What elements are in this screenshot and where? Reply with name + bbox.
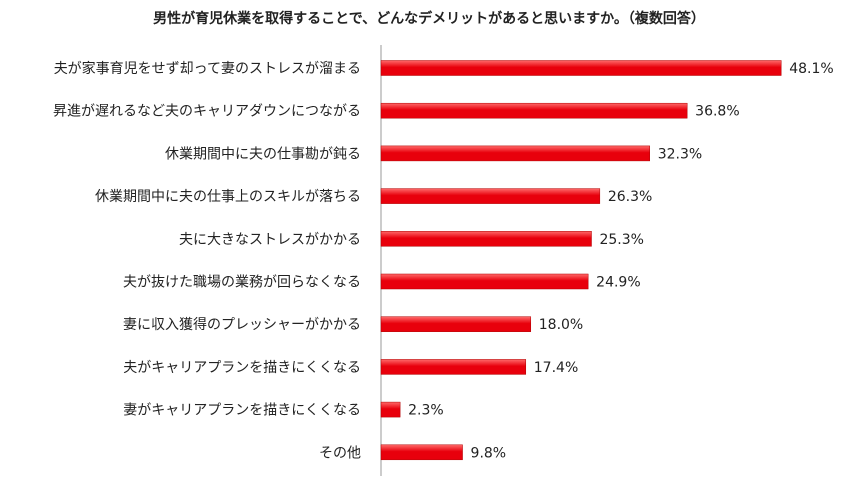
bar	[380, 60, 782, 76]
category-label: 休業期間中に夫の仕事上のスキルが落ちる	[95, 189, 361, 205]
category-label: 休業期間中に夫の仕事勘が鈍る	[165, 146, 361, 162]
bar	[380, 273, 589, 290]
category-label: 夫が抜けた職場の業務が回らなくなる	[123, 275, 361, 291]
bar	[380, 231, 592, 247]
category-label: 夫に大きなストレスがかかる	[179, 232, 361, 248]
bar	[380, 188, 601, 204]
value-label: 2.3%	[408, 403, 444, 419]
value-label: 25.3%	[599, 232, 643, 248]
category-label: 夫が家事育児をせず却って妻のストレスが溜まる	[54, 60, 361, 77]
bar	[380, 444, 463, 461]
chart-title: 男性が育児休業を取得することで、どんなデメリットがあると思いますか。（複数回答）	[153, 11, 705, 27]
bar	[380, 359, 527, 375]
bar	[380, 316, 532, 332]
category-label: その他	[319, 445, 361, 461]
value-label: 32.3%	[658, 146, 702, 162]
value-label: 9.8%	[471, 445, 507, 461]
category-label: 妻がキャリアプランを描きにくくなる	[123, 403, 361, 419]
value-label: 48.1%	[789, 61, 833, 77]
bar	[380, 102, 688, 119]
value-label: 17.4%	[534, 360, 578, 376]
category-label: 夫がキャリアプランを描きにくくなる	[123, 360, 361, 376]
category-label: 昇進が遅れるなど夫のキャリアダウンにつながる	[53, 104, 361, 120]
value-label: 26.3%	[608, 189, 652, 205]
value-label: 18.0%	[539, 317, 583, 333]
value-label: 36.8%	[695, 104, 739, 120]
bar	[380, 401, 401, 418]
category-label: 妻に収入獲得のプレッシャーがかかる	[123, 316, 361, 333]
bar	[380, 145, 650, 162]
value-label: 24.9%	[596, 275, 640, 291]
